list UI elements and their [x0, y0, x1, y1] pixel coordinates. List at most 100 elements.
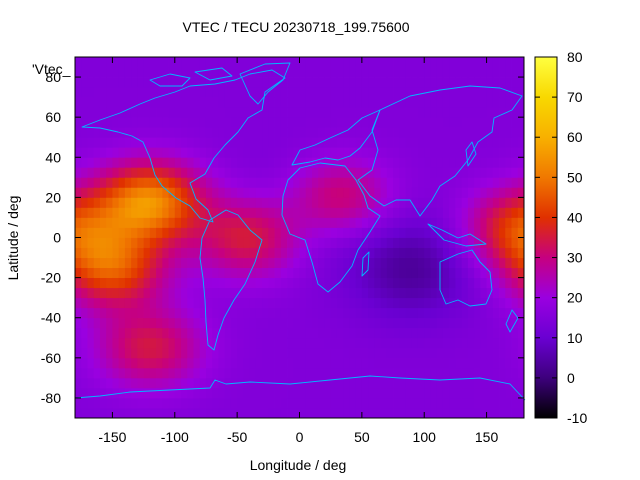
heatmap-cell: [93, 327, 101, 339]
heatmap-cell: [467, 87, 475, 98]
coastline-south-america: [199, 209, 263, 351]
heatmap-cell: [299, 207, 307, 218]
heatmap-cell: [287, 177, 294, 188]
heatmap-cell: [299, 317, 307, 329]
heatmap-cell: [181, 227, 188, 238]
heatmap-cell: [467, 117, 475, 128]
heatmap-cell: [417, 337, 425, 349]
heatmap-cell: [355, 257, 363, 268]
heatmap-cell: [399, 137, 406, 148]
heatmap-cell: [81, 337, 88, 349]
heatmap-cell: [424, 217, 431, 228]
heatmap-cell: [193, 357, 201, 369]
heatmap-cell: [156, 357, 163, 369]
heatmap-cell: [168, 167, 176, 178]
heatmap-cell: [386, 277, 394, 289]
heatmap-cell: [486, 107, 494, 118]
heatmap-cell: [181, 297, 188, 309]
heatmap-cell: [324, 297, 332, 309]
heatmap-cell: [149, 367, 157, 379]
heatmap-cell: [168, 407, 176, 419]
heatmap-cell: [87, 277, 95, 289]
heatmap-cell: [75, 307, 82, 319]
heatmap-cell: [492, 277, 500, 289]
heatmap-cell: [436, 147, 444, 158]
heatmap-cell: [393, 227, 400, 238]
heatmap-cell: [118, 157, 126, 168]
heatmap-cell: [461, 297, 469, 309]
heatmap-cell: [318, 317, 325, 329]
heatmap-cell: [305, 217, 313, 228]
heatmap-cell: [181, 337, 188, 349]
heatmap-cell: [106, 57, 113, 68]
heatmap-cell: [449, 277, 456, 289]
heatmap-cell: [168, 277, 176, 289]
heatmap-cell: [393, 387, 400, 399]
heatmap-cell: [442, 327, 450, 339]
heatmap-cell: [499, 97, 506, 108]
heatmap-cell: [399, 337, 406, 349]
heatmap-cell: [93, 267, 101, 279]
heatmap-cell: [230, 67, 238, 78]
heatmap-cell: [118, 67, 126, 78]
heatmap-cell: [336, 277, 344, 289]
heatmap-cell: [124, 277, 132, 289]
heatmap-cell: [237, 347, 244, 359]
heatmap-cell: [143, 197, 151, 208]
heatmap-cell: [137, 307, 144, 319]
heatmap-cell: [336, 367, 344, 379]
heatmap-cell: [255, 57, 263, 68]
heatmap-cell: [205, 317, 213, 329]
heatmap-cell: [149, 247, 157, 258]
heatmap-cell: [112, 77, 120, 88]
heatmap-cell: [399, 357, 406, 369]
heatmap-cell: [499, 137, 506, 148]
heatmap-cell: [168, 177, 176, 188]
heatmap-cell: [106, 267, 113, 279]
heatmap-cell: [374, 387, 381, 399]
heatmap-cell: [262, 137, 269, 148]
heatmap-cell: [230, 297, 238, 309]
heatmap-cell: [480, 397, 487, 409]
heatmap-cell: [293, 157, 300, 168]
heatmap-cell: [480, 267, 487, 279]
heatmap-cell: [280, 297, 288, 309]
heatmap-cell: [87, 297, 95, 309]
heatmap-cell: [81, 137, 88, 148]
heatmap-cell: [93, 127, 101, 138]
heatmap-cell: [492, 157, 500, 168]
heatmap-cell: [405, 137, 413, 148]
heatmap-cell: [212, 407, 219, 419]
heatmap-cell: [249, 267, 257, 279]
heatmap-cell: [124, 397, 132, 409]
heatmap-cell: [505, 227, 512, 238]
heatmap-cell: [149, 337, 157, 349]
heatmap-cell: [486, 247, 494, 258]
heatmap-cell: [143, 237, 151, 248]
x-tick-label: 50: [354, 429, 370, 445]
heatmap-cell: [87, 347, 95, 359]
heatmap-cell: [492, 107, 500, 118]
heatmap-cell: [187, 107, 194, 118]
heatmap-cell: [336, 147, 344, 158]
heatmap-cell: [293, 177, 300, 188]
heatmap-cell: [224, 107, 232, 118]
heatmap-cell: [143, 407, 151, 419]
heatmap-cell: [268, 197, 275, 208]
heatmap-cell: [311, 227, 319, 238]
heatmap-cell: [181, 167, 188, 178]
heatmap-cell: [293, 147, 300, 158]
heatmap-cell: [131, 277, 138, 289]
heatmap-cell: [380, 87, 388, 98]
heatmap-cell: [280, 97, 288, 108]
heatmap-cell: [324, 397, 332, 409]
heatmap-cell: [411, 167, 419, 178]
heatmap-cell: [87, 227, 95, 238]
heatmap-cell: [280, 77, 288, 88]
heatmap-cell: [205, 237, 213, 248]
heatmap-cell: [143, 187, 151, 198]
heatmap-cell: [405, 267, 413, 279]
heatmap-cell: [380, 207, 388, 218]
heatmap-cell: [474, 197, 481, 208]
